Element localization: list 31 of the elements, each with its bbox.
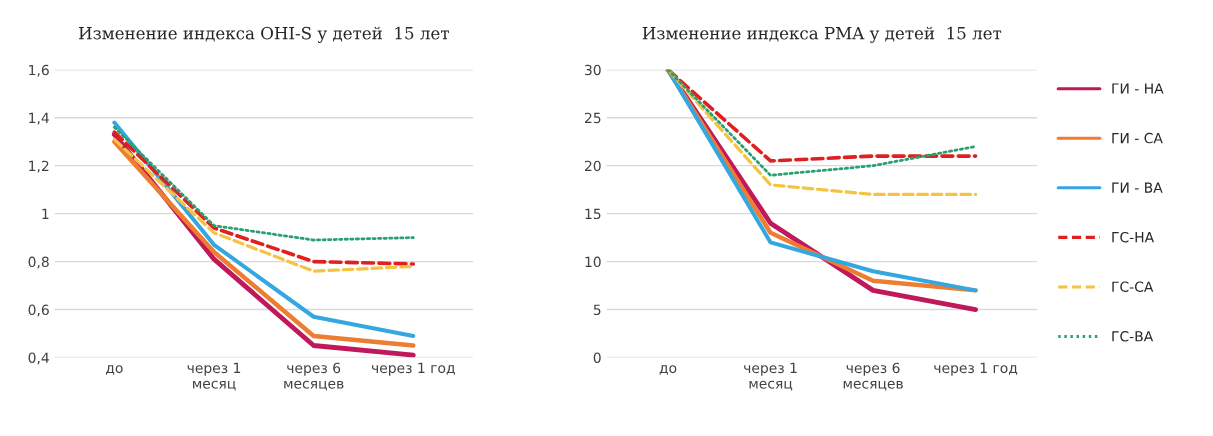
- chart-title: Изменение индекса PMA у детей 15 лет: [642, 26, 1002, 43]
- y-tick-label: 10: [585, 256, 601, 268]
- x-tick-label: до: [659, 365, 677, 375]
- y-tick-label: 0,6: [28, 304, 49, 317]
- y-tick-label: 1: [42, 208, 49, 219]
- chart-title: Изменение индекса OHI-S у детей 15 лет: [79, 26, 449, 43]
- x-tick-label: через 6 месяцев: [843, 362, 903, 391]
- legend-label: ГС-ВА: [1112, 331, 1154, 342]
- y-tick-label: 0,4: [28, 352, 49, 365]
- legend-label: ГИ - НА: [1112, 83, 1164, 94]
- y-tick-label: 20: [584, 160, 601, 172]
- y-tick-label: 0: [593, 352, 601, 363]
- y-tick-label: 5: [593, 304, 601, 316]
- legend-label: ГС-СА: [1112, 281, 1154, 292]
- legend-label: ГС-НА: [1112, 231, 1155, 243]
- y-tick-label: 1,6: [29, 64, 49, 77]
- y-tick-label: 1,4: [29, 112, 49, 125]
- x-tick-label: через 1 год: [934, 362, 1018, 376]
- y-tick-label: 1,2: [29, 160, 49, 173]
- y-tick-label: 25: [584, 112, 601, 124]
- x-tick-label: через 1 месяц: [744, 362, 797, 391]
- line-series: [112, 125, 415, 242]
- x-tick-label: через 1 год: [372, 362, 455, 376]
- y-tick-label: 0,8: [28, 256, 49, 269]
- x-tick-label: через 1 месяц: [187, 362, 241, 391]
- x-tick-label: через 6 месяцев: [284, 362, 344, 391]
- y-tick-label: 15: [585, 208, 601, 220]
- legend-label: ГИ - СА: [1112, 132, 1163, 144]
- legend-label: ГИ - ВА: [1112, 182, 1163, 193]
- y-tick-label: 30: [585, 64, 601, 76]
- x-tick-label: до: [106, 365, 123, 375]
